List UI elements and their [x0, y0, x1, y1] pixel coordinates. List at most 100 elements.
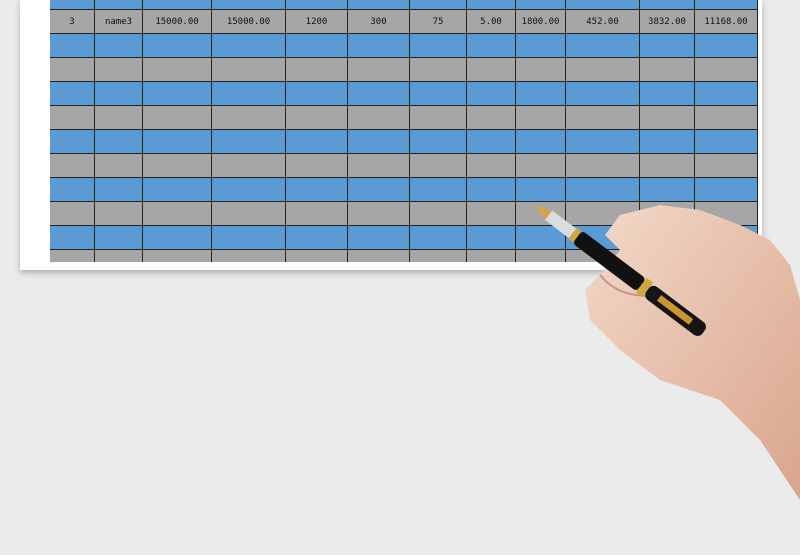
- cell: [143, 106, 212, 130]
- cell: [467, 130, 516, 154]
- cell: [143, 58, 212, 82]
- cell: [516, 154, 566, 178]
- cell: 452.00: [566, 10, 640, 34]
- cell: [348, 154, 410, 178]
- cell: [516, 58, 566, 82]
- cell: 8000.00: [143, 0, 212, 10]
- cell: [286, 202, 348, 226]
- cell: [566, 130, 640, 154]
- cell: [566, 82, 640, 106]
- cell: [348, 250, 410, 262]
- cell: [95, 34, 143, 58]
- cell: [467, 34, 516, 58]
- cell: [95, 202, 143, 226]
- cell: [516, 130, 566, 154]
- cell: [212, 226, 286, 250]
- cell: name2: [95, 0, 143, 10]
- cell: 3832.00: [640, 10, 695, 34]
- cell: [95, 154, 143, 178]
- cell: [410, 202, 467, 226]
- sheet: 2name28000.008000.00640160405.00960.0053…: [20, 0, 762, 270]
- cell: [348, 130, 410, 154]
- cell: [143, 226, 212, 250]
- cell: [212, 202, 286, 226]
- cell: [212, 178, 286, 202]
- cell: [640, 130, 695, 154]
- cell: [348, 202, 410, 226]
- cell: [695, 130, 758, 154]
- cell: 2: [50, 0, 95, 10]
- cell: [286, 178, 348, 202]
- cell: [143, 178, 212, 202]
- cell: [143, 34, 212, 58]
- cell: 53.33: [566, 0, 640, 10]
- cell: [50, 202, 95, 226]
- hand: [585, 205, 800, 500]
- cell: 160: [348, 0, 410, 10]
- cell: 15000.00: [212, 10, 286, 34]
- cell: [695, 154, 758, 178]
- cell: [286, 130, 348, 154]
- cell: [410, 154, 467, 178]
- cell: [50, 226, 95, 250]
- cell: name3: [95, 10, 143, 34]
- cell: [348, 178, 410, 202]
- cell: [212, 82, 286, 106]
- cell: [143, 202, 212, 226]
- cell: 5.00: [467, 10, 516, 34]
- cell: [50, 250, 95, 262]
- cell: [467, 106, 516, 130]
- cell: [95, 226, 143, 250]
- cell: [516, 82, 566, 106]
- cell: [286, 82, 348, 106]
- cell: [516, 226, 566, 250]
- cell: [640, 178, 695, 202]
- cell: 5.00: [467, 0, 516, 10]
- cell: [640, 82, 695, 106]
- cell: [410, 250, 467, 262]
- cell: [640, 154, 695, 178]
- cell: [50, 82, 95, 106]
- cell: [143, 82, 212, 106]
- cell: [467, 250, 516, 262]
- cell: [410, 178, 467, 202]
- cell: [348, 82, 410, 106]
- cell: [50, 130, 95, 154]
- cell: [50, 106, 95, 130]
- cell: [640, 106, 695, 130]
- cell: [348, 58, 410, 82]
- cell: [467, 58, 516, 82]
- cell: [348, 226, 410, 250]
- cell: [566, 58, 640, 82]
- cell: [695, 58, 758, 82]
- cell: [410, 58, 467, 82]
- cell: [212, 58, 286, 82]
- cell: [467, 202, 516, 226]
- cell: [467, 154, 516, 178]
- cell: [467, 178, 516, 202]
- cell: [95, 58, 143, 82]
- cell: [212, 106, 286, 130]
- cell: [566, 178, 640, 202]
- cell: [467, 82, 516, 106]
- cell: [348, 34, 410, 58]
- cell: [410, 106, 467, 130]
- cell: [695, 106, 758, 130]
- cell: [50, 178, 95, 202]
- cell: 40: [410, 0, 467, 10]
- cell: 8000.00: [212, 0, 286, 10]
- cell: [95, 250, 143, 262]
- cell: [143, 130, 212, 154]
- cell: 1200: [286, 10, 348, 34]
- cell: 75: [410, 10, 467, 34]
- cell: 15000.00: [143, 10, 212, 34]
- cell: [566, 34, 640, 58]
- cell: 300: [348, 10, 410, 34]
- cell: [50, 34, 95, 58]
- cell: 6154.00: [695, 0, 758, 10]
- cell: [143, 250, 212, 262]
- cell: [640, 58, 695, 82]
- cell: [640, 34, 695, 58]
- cell: [286, 106, 348, 130]
